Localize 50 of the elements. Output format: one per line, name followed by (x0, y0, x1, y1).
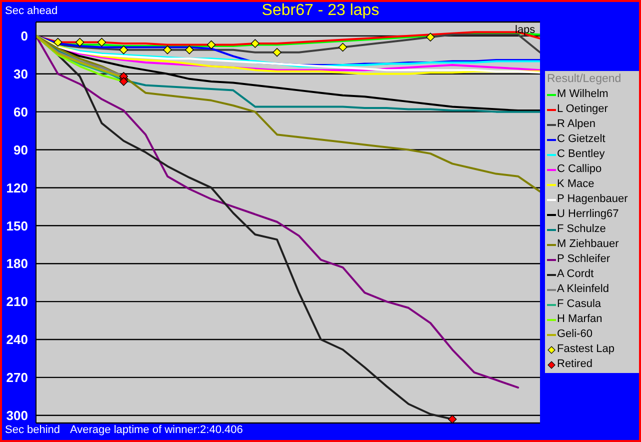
y-tick-label: 300 (6, 408, 28, 424)
point (97, 38, 106, 47)
point (272, 48, 282, 57)
point (250, 39, 260, 48)
text: Average laptime of winner:2:40.406 (70, 424, 243, 436)
point (426, 32, 435, 42)
y-tick-label: 30 (14, 66, 28, 82)
point (119, 77, 128, 86)
legend-title: Result/Legend (547, 72, 622, 87)
point (448, 414, 457, 423)
y-tick-label: 120 (6, 180, 28, 196)
legend-label: F Casula (557, 297, 602, 312)
y-tick-label: 180 (6, 256, 28, 272)
legend-label: A Kleinfeld (557, 282, 609, 297)
x-axis-title: laps (515, 24, 536, 36)
legend-label: U Herrling67 (557, 207, 619, 222)
point (338, 42, 348, 52)
legend-label: C Bentley (557, 147, 605, 162)
y-tick-label: 240 (6, 332, 28, 348)
legend-label: A Cordt (557, 267, 594, 282)
y-tick-label: 150 (6, 218, 28, 234)
legend-label: H Marfan (557, 312, 602, 327)
legend-label: Fastest Lap (557, 342, 614, 357)
chart-title: Sebr67 - 23 laps (262, 2, 380, 19)
legend-label: F Schulze (557, 222, 606, 237)
legend-label: R Alpen (557, 117, 596, 132)
y-tick-label: 210 (6, 294, 28, 310)
legend-label: P Hagenbauer (557, 192, 628, 207)
point (163, 45, 172, 54)
legend-label: C Callipo (557, 162, 602, 177)
y-tick-label: 0 (20, 28, 28, 44)
y-tick-label: 270 (6, 370, 28, 386)
legend-label: Geli-60 (557, 327, 592, 342)
legend-label: C Gietzelt (557, 132, 606, 147)
legend-label: M Wilhelm (557, 87, 608, 102)
point (75, 38, 84, 47)
legend-label: K Mace (557, 177, 594, 192)
text: Sec behind (5, 424, 60, 436)
legend-label: L Oetinger (557, 102, 608, 117)
line-series (36, 34, 540, 193)
point (206, 40, 216, 50)
legend-label: M Ziehbauer (557, 237, 619, 252)
y-tick-label: 60 (14, 104, 28, 120)
point (54, 38, 62, 47)
legend-label: P Schleifer (557, 252, 610, 267)
point (119, 45, 128, 54)
legend-label: Retired (557, 357, 592, 372)
y-tick-label: 90 (14, 142, 28, 158)
y-axis-title: Sec ahead (5, 5, 58, 17)
point (185, 45, 194, 54)
